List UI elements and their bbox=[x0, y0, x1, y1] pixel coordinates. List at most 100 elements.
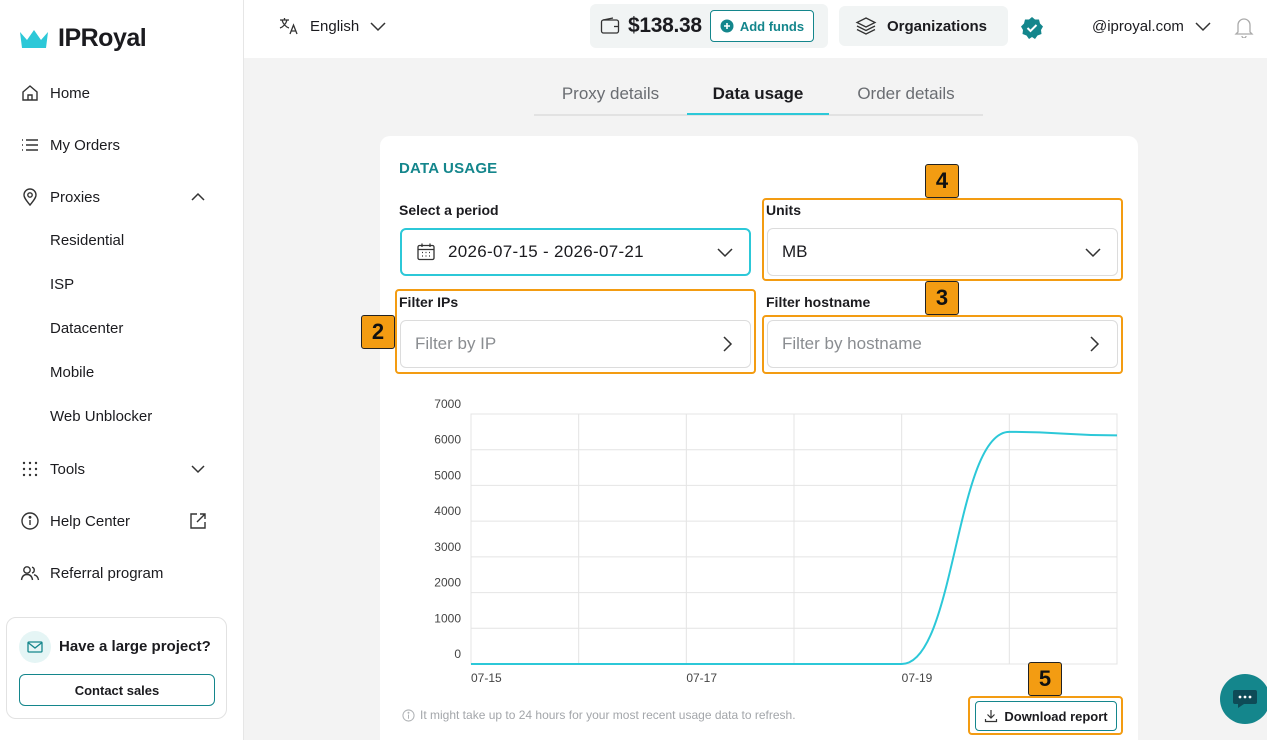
download-icon bbox=[985, 710, 998, 723]
y-tick-label: 3000 bbox=[434, 540, 461, 554]
external-link-icon[interactable] bbox=[188, 511, 208, 531]
add-funds-button[interactable]: Add funds bbox=[709, 10, 815, 42]
tab-data-usage[interactable]: Data usage bbox=[712, 84, 804, 103]
sidebar: IPRoyal Home My Orders Proxies Residenti… bbox=[0, 0, 244, 740]
annotation-badge-2: 2 bbox=[361, 315, 395, 349]
date-range-value: 2026-07-15 - 2026-07-21 bbox=[448, 242, 644, 261]
account-menu[interactable]: @iproyal.com bbox=[1092, 17, 1212, 35]
wallet-icon bbox=[600, 17, 620, 34]
sidebar-subitem-datacenter[interactable]: Datacenter bbox=[50, 320, 124, 337]
units-select[interactable]: MB bbox=[767, 228, 1118, 276]
y-tick-label: 5000 bbox=[434, 468, 461, 482]
tab-order-details[interactable]: Order details bbox=[857, 84, 955, 103]
sidebar-item-my-orders[interactable]: My Orders bbox=[20, 133, 120, 157]
refresh-note: It might take up to 24 hours for your mo… bbox=[402, 708, 796, 722]
verified-badge-icon bbox=[1021, 17, 1043, 39]
home-icon bbox=[22, 85, 38, 101]
mail-icon bbox=[19, 631, 51, 663]
sidebar-item-help-center[interactable]: Help Center bbox=[20, 509, 130, 533]
contact-sales-card: Have a large project? Contact sales bbox=[6, 617, 227, 719]
active-tab-indicator bbox=[687, 113, 829, 115]
sidebar-subitem-mobile[interactable]: Mobile bbox=[50, 364, 95, 381]
brand-name: IPRoyal bbox=[58, 24, 147, 52]
data-usage-chart: 0 1000 2000 3000 4000 5000 6000 7000 07-15 07-17 0… bbox=[434, 397, 1118, 685]
plus-circle-icon bbox=[720, 19, 734, 33]
sidebar-item-label: Proxies bbox=[50, 188, 101, 206]
annotation-badge-5: 5 bbox=[1028, 662, 1062, 696]
top-bar: English $138.38 Add funds Organizations … bbox=[244, 0, 1267, 58]
grid-dots-icon bbox=[22, 461, 38, 477]
data-usage-card: DATA USAGE Select a period 2026-07-15 - … bbox=[380, 136, 1138, 740]
period-label: Select a period bbox=[399, 202, 499, 218]
crown-logo-icon bbox=[20, 29, 48, 48]
tab-proxy-details[interactable]: Proxy details bbox=[561, 84, 660, 103]
date-range-picker[interactable]: 2026-07-15 - 2026-07-21 bbox=[400, 228, 751, 276]
wallet-balance: $138.38 Add funds bbox=[590, 4, 828, 48]
card-title: DATA USAGE bbox=[399, 160, 498, 177]
logo[interactable]: IPRoyal bbox=[18, 24, 147, 53]
chevron-down-icon bbox=[370, 22, 386, 32]
users-icon bbox=[20, 566, 40, 581]
filter-hostname-label: Filter hostname bbox=[766, 294, 871, 310]
sidebar-item-referral[interactable]: Referral program bbox=[20, 561, 163, 585]
contact-sales-button[interactable]: Contact sales bbox=[19, 674, 215, 706]
sidebar-subitem-web-unblocker[interactable]: Web Unblocker bbox=[50, 408, 153, 425]
y-tick-label: 0 bbox=[454, 647, 461, 661]
units-label: Units bbox=[766, 202, 801, 218]
organizations-label: Organizations bbox=[887, 17, 988, 35]
x-tick-label: 07-15 bbox=[471, 671, 502, 685]
promo-title: Have a large project? bbox=[59, 638, 211, 655]
language-selector[interactable]: English bbox=[278, 16, 387, 36]
sidebar-item-label: Home bbox=[50, 84, 91, 102]
y-tick-label: 1000 bbox=[434, 611, 461, 625]
chevron-right-icon[interactable] bbox=[718, 335, 736, 353]
y-tick-label: 6000 bbox=[434, 433, 461, 447]
sidebar-item-label: My Orders bbox=[50, 136, 121, 154]
info-icon bbox=[21, 512, 39, 530]
chevron-down-icon[interactable] bbox=[189, 460, 207, 478]
chevron-down-icon bbox=[717, 248, 733, 258]
sidebar-subitem-isp[interactable]: ISP bbox=[50, 276, 75, 293]
units-value: MB bbox=[782, 242, 808, 261]
filter-hostname-input[interactable]: Filter by hostname bbox=[767, 320, 1118, 368]
refresh-note-text: It might take up to 24 hours for your mo… bbox=[420, 708, 796, 722]
chevron-up-icon[interactable] bbox=[189, 188, 207, 206]
filter-ip-placeholder: Filter by IP bbox=[415, 334, 497, 353]
tabs: Proxy details Data usage Order details bbox=[534, 80, 983, 116]
chat-icon bbox=[1233, 690, 1257, 708]
location-pin-icon bbox=[23, 188, 37, 207]
sidebar-item-home[interactable]: Home bbox=[20, 81, 90, 105]
organizations-button[interactable]: Organizations bbox=[839, 6, 1008, 46]
chevron-right-icon[interactable] bbox=[1085, 335, 1103, 353]
usage-series-line bbox=[471, 430, 1118, 665]
calendar-icon bbox=[417, 243, 435, 261]
bell-icon[interactable] bbox=[1234, 16, 1254, 38]
annotation-badge-4: 4 bbox=[925, 164, 959, 198]
list-icon bbox=[22, 139, 38, 151]
annotation-badge-3: 3 bbox=[925, 281, 959, 315]
download-report-label: Download report bbox=[1004, 708, 1108, 724]
chevron-down-icon bbox=[1085, 248, 1101, 258]
sidebar-item-label: Help Center bbox=[50, 512, 131, 530]
sidebar-item-label: Referral program bbox=[50, 564, 164, 582]
balance-amount: $138.38 bbox=[628, 14, 702, 37]
layers-icon bbox=[855, 17, 877, 35]
y-tick-label: 7000 bbox=[434, 397, 461, 411]
add-funds-label: Add funds bbox=[739, 18, 805, 34]
x-tick-label: 07-19 bbox=[902, 671, 933, 685]
filter-ip-label: Filter IPs bbox=[399, 294, 459, 310]
sidebar-item-label: Tools bbox=[50, 460, 86, 478]
x-tick-label: 07-17 bbox=[686, 671, 717, 685]
sidebar-subitem-residential[interactable]: Residential bbox=[50, 232, 125, 249]
info-icon bbox=[402, 708, 415, 722]
filter-hostname-placeholder: Filter by hostname bbox=[782, 334, 922, 353]
sidebar-item-tools[interactable]: Tools bbox=[20, 457, 85, 481]
chat-widget-button[interactable] bbox=[1220, 674, 1267, 724]
y-tick-label: 4000 bbox=[434, 504, 461, 518]
filter-ip-input[interactable]: Filter by IP bbox=[400, 320, 751, 368]
account-email: @iproyal.com bbox=[1092, 17, 1184, 35]
language-label: English bbox=[310, 17, 360, 35]
sidebar-item-proxies[interactable]: Proxies bbox=[20, 185, 220, 209]
translate-icon bbox=[279, 18, 298, 35]
download-report-button[interactable]: Download report bbox=[975, 701, 1117, 731]
